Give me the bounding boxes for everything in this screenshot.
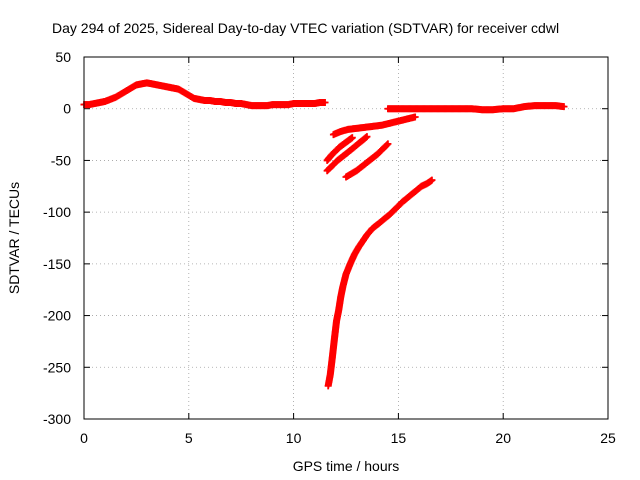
y-tick-label: 50	[55, 49, 71, 65]
x-tick-label: 10	[286, 430, 302, 446]
series-main-arc-1	[80, 79, 329, 110]
y-tick-label: -50	[51, 152, 71, 168]
data-point-marker	[363, 133, 371, 141]
y-tick-label: -300	[43, 411, 71, 427]
data-point-marker	[321, 99, 329, 107]
x-tick-label: 0	[80, 430, 88, 446]
series-main-arc-2	[384, 102, 568, 114]
y-tick-label: 0	[63, 101, 71, 117]
tick-labels: 0 5 10 15 20 25 -300 -250 -200 -150 -100 -50 0 50	[43, 49, 616, 446]
x-axis-label: GPS time / hours	[293, 458, 400, 474]
x-tick-label: 25	[600, 430, 616, 446]
y-axis-label: SDTVAR / TECUs	[6, 182, 22, 294]
series-arc-b	[323, 134, 356, 164]
chart-title: Day 294 of 2025, Sidereal Day-to-day VTE…	[52, 20, 559, 36]
grid	[84, 57, 608, 419]
series-arc-e	[324, 176, 436, 390]
series-arc-d	[342, 140, 392, 181]
series-arc-a	[329, 113, 419, 139]
y-tick-label: -250	[43, 359, 71, 375]
data-point-marker	[384, 140, 392, 148]
x-tick-label: 15	[391, 430, 407, 446]
y-tick-label: -100	[43, 204, 71, 220]
data-point-marker	[411, 113, 419, 121]
y-tick-label: -150	[43, 256, 71, 272]
plot-frame	[83, 56, 609, 420]
x-tick-label: 5	[185, 430, 193, 446]
data-point-marker	[348, 134, 356, 142]
data-points	[80, 79, 568, 390]
y-tick-label: -200	[43, 308, 71, 324]
data-point-marker	[560, 103, 568, 111]
x-tick-label: 20	[495, 430, 511, 446]
series-arc-c	[323, 133, 371, 175]
data-point-marker	[428, 176, 436, 184]
axis-ticks	[83, 56, 609, 420]
